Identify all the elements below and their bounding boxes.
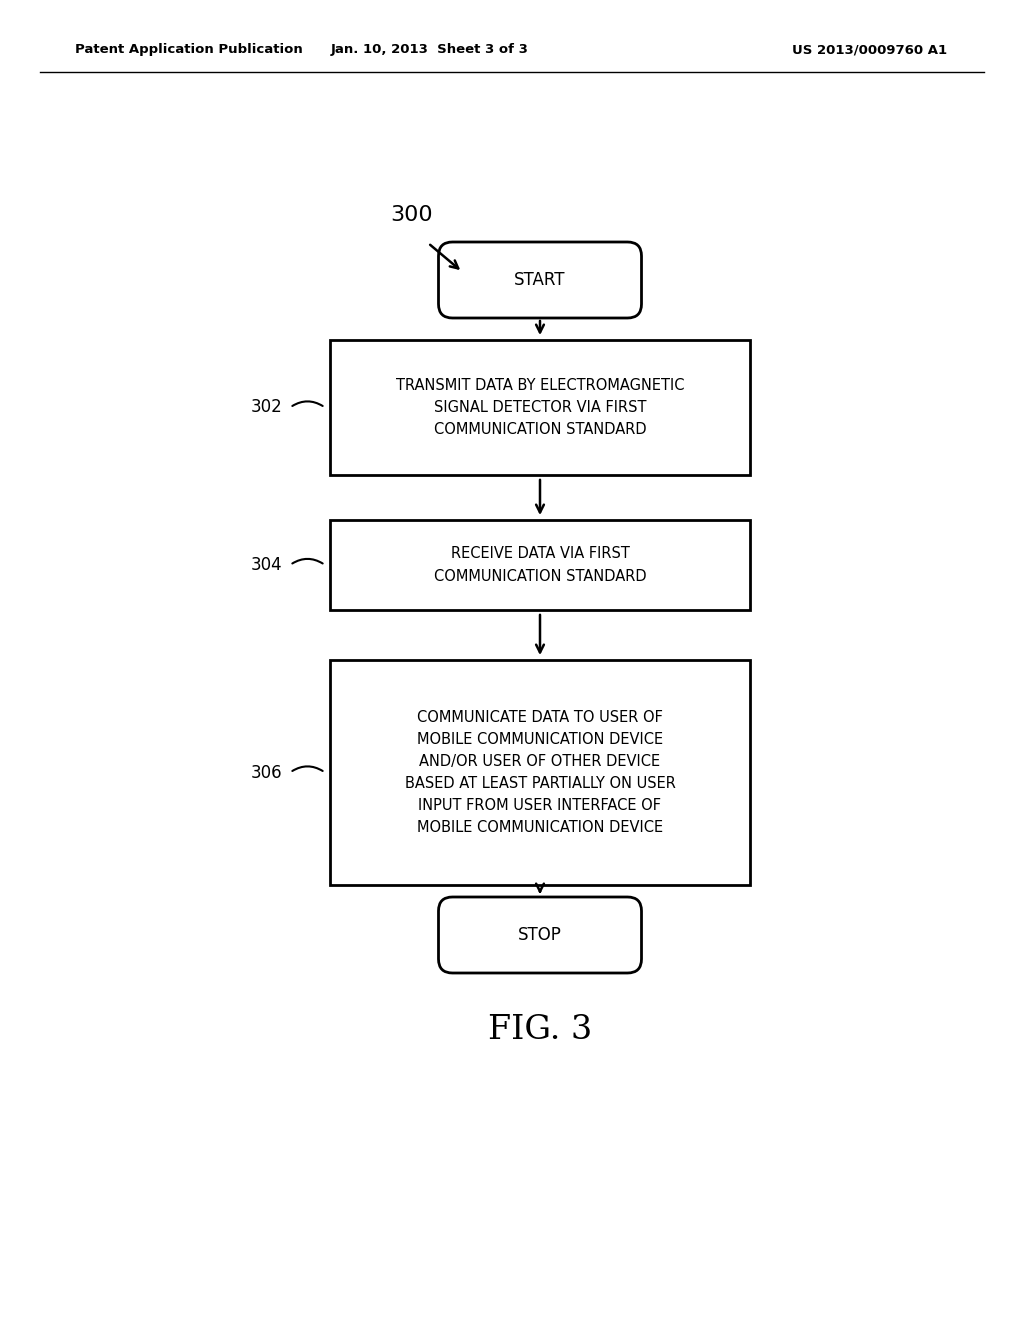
Text: RECEIVE DATA VIA FIRST
COMMUNICATION STANDARD: RECEIVE DATA VIA FIRST COMMUNICATION STA… <box>434 546 646 583</box>
FancyBboxPatch shape <box>438 898 641 973</box>
Text: TRANSMIT DATA BY ELECTROMAGNETIC
SIGNAL DETECTOR VIA FIRST
COMMUNICATION STANDAR: TRANSMIT DATA BY ELECTROMAGNETIC SIGNAL … <box>395 378 684 437</box>
Bar <box>330 341 750 475</box>
Bar <box>330 520 750 610</box>
Bar <box>330 660 750 884</box>
Text: START: START <box>514 271 565 289</box>
Text: 306: 306 <box>251 763 282 781</box>
Text: STOP: STOP <box>518 927 562 944</box>
Text: Patent Application Publication: Patent Application Publication <box>75 44 303 57</box>
Text: 300: 300 <box>390 205 432 224</box>
Text: 302: 302 <box>250 399 282 417</box>
Text: Jan. 10, 2013  Sheet 3 of 3: Jan. 10, 2013 Sheet 3 of 3 <box>331 44 529 57</box>
FancyBboxPatch shape <box>438 242 641 318</box>
Text: 304: 304 <box>251 556 282 574</box>
Text: FIG. 3: FIG. 3 <box>487 1014 592 1045</box>
Text: COMMUNICATE DATA TO USER OF
MOBILE COMMUNICATION DEVICE
AND/OR USER OF OTHER DEV: COMMUNICATE DATA TO USER OF MOBILE COMMU… <box>404 710 676 836</box>
Text: US 2013/0009760 A1: US 2013/0009760 A1 <box>793 44 947 57</box>
